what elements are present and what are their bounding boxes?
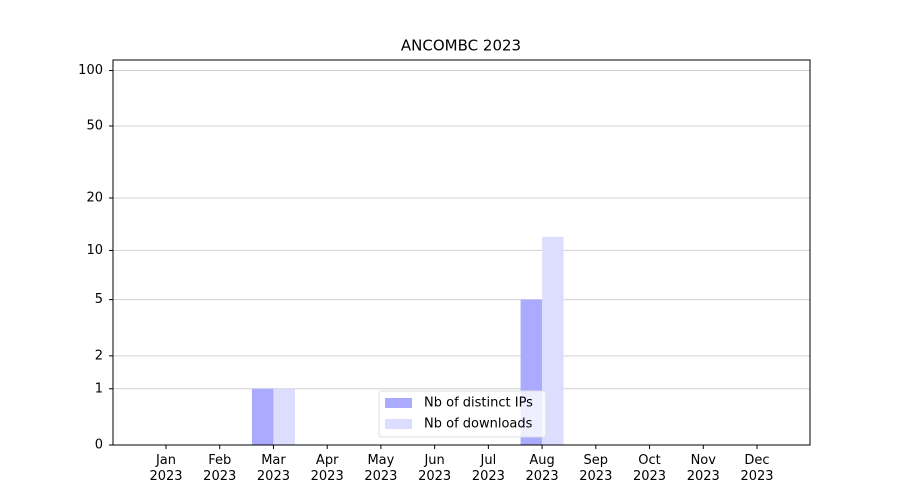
y-tick-label: 1: [95, 381, 103, 396]
x-tick-label: Nov 2023: [686, 453, 720, 484]
x-tick-label: Dec 2023: [740, 453, 774, 484]
y-tick-label: 5: [95, 292, 103, 307]
y-tick-label: 50: [86, 118, 103, 133]
y-tick-label: 0: [95, 438, 103, 453]
x-tick-label: Apr 2023: [310, 453, 344, 484]
legend-label: Nb of distinct IPs: [424, 396, 533, 411]
y-tick-label: 20: [86, 190, 103, 205]
chart-title: ANCOMBC 2023: [401, 37, 521, 55]
x-tick-label: Sep 2023: [579, 453, 613, 484]
x-tick-label: May 2023: [364, 453, 398, 484]
x-tick-label: Feb 2023: [203, 453, 237, 484]
legend-swatch: [385, 398, 412, 408]
legend-swatch: [385, 419, 412, 429]
x-tick-label: Jul 2023: [471, 453, 505, 484]
x-tick-label: Oct 2023: [632, 453, 667, 484]
x-tick-label: Jun 2023: [418, 453, 452, 484]
plot-frame: [112, 59, 811, 446]
y-tick-label: 10: [86, 243, 103, 258]
bar: [542, 236, 564, 445]
legend-box: [378, 390, 547, 438]
x-tick-label: Mar 2023: [256, 453, 290, 484]
bar: [251, 388, 274, 445]
y-tick-label: 100: [78, 63, 103, 78]
legend-label: Nb of downloads: [424, 417, 533, 432]
x-tick-label: Aug 2023: [525, 453, 559, 484]
x-tick-label: Jan 2023: [149, 453, 183, 484]
grid: [113, 70, 810, 446]
y-tick-label: 2: [95, 348, 103, 363]
bar: [273, 388, 295, 445]
